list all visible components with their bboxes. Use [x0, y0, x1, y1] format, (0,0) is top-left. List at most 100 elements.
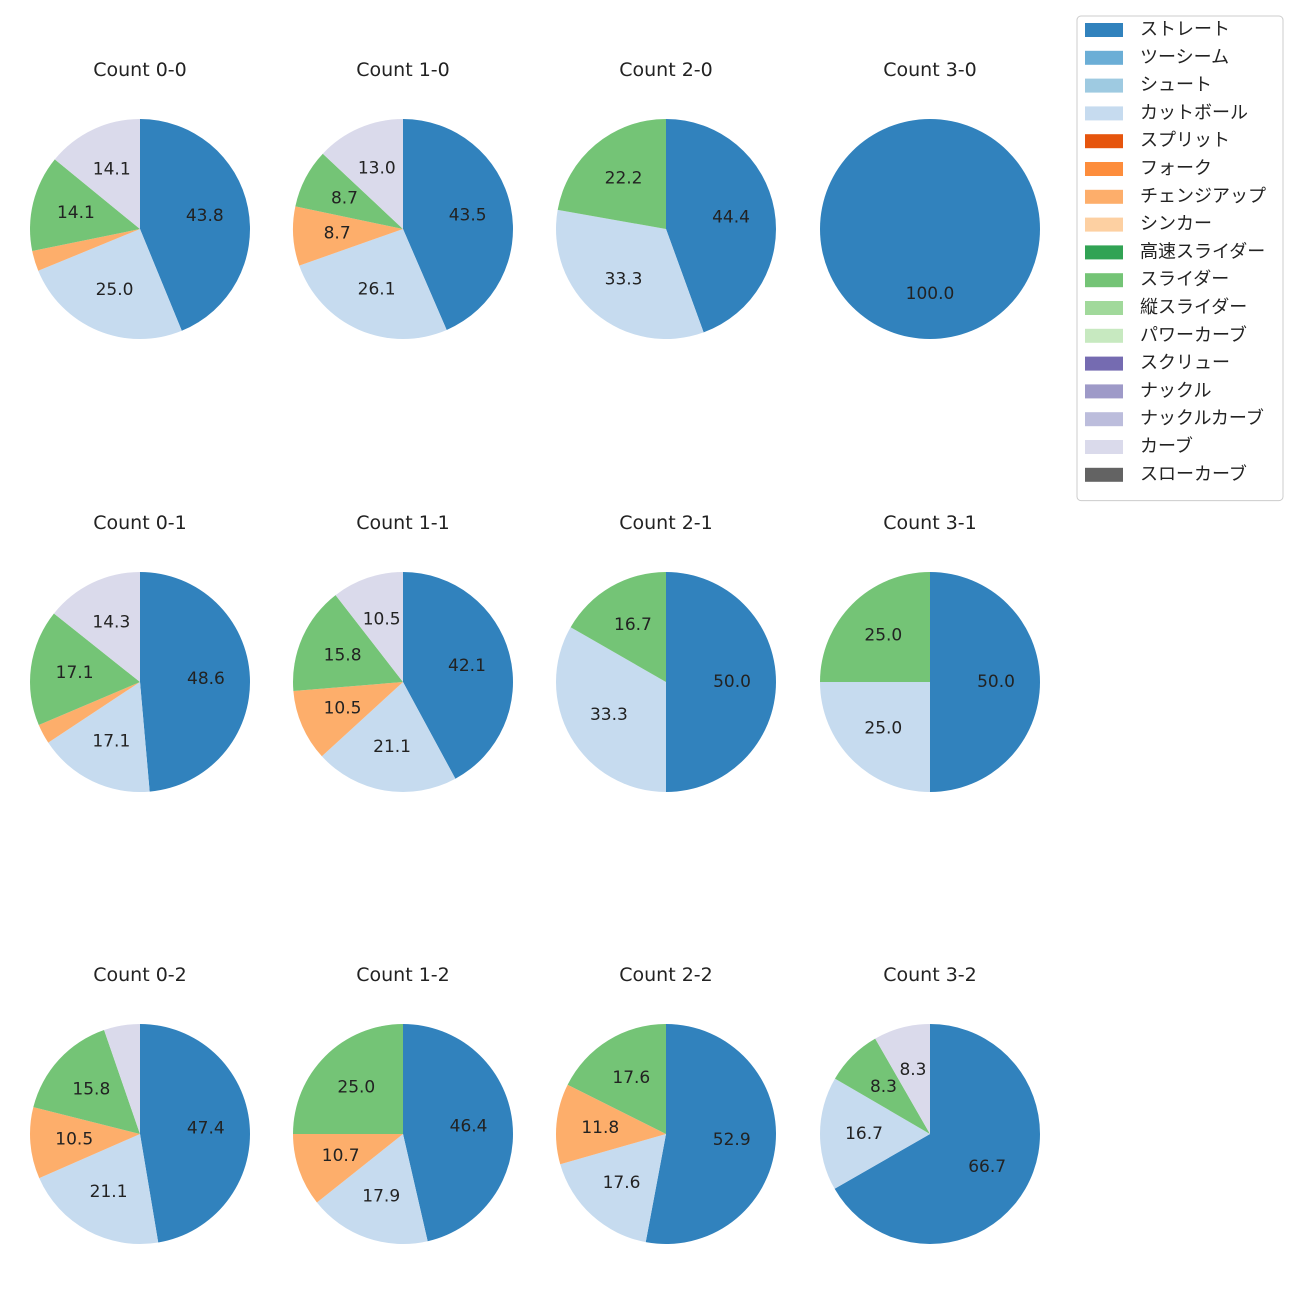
slice-label: 50.0: [977, 672, 1015, 692]
pie-title: Count 2-0: [619, 59, 713, 81]
legend-swatch: [1085, 412, 1123, 427]
pie-slice: [299, 229, 447, 339]
pie-slice: [53, 572, 140, 682]
pie-slice: [560, 1134, 666, 1243]
legend-item: 縦スライダー: [1085, 297, 1247, 318]
slice-label: 17.6: [612, 1068, 650, 1088]
pie-slice: [293, 1024, 403, 1134]
legend-label: シンカー: [1140, 214, 1212, 235]
legend-label: ツーシーム: [1140, 47, 1229, 68]
pie-title: Count 0-1: [93, 512, 187, 534]
pie-title: Count 1-2: [356, 964, 450, 986]
legend-swatch: [1085, 23, 1123, 37]
slice-label: 15.8: [72, 1079, 110, 1099]
pie-slice: [557, 119, 666, 229]
pie-slice: [834, 1038, 930, 1134]
slice-label: 11.8: [581, 1118, 619, 1138]
legend-label: カーブ: [1140, 435, 1193, 457]
pie-slice: [29, 613, 140, 726]
legend-item: スライダー: [1085, 269, 1229, 290]
slice-label: 8.7: [324, 223, 351, 243]
legend-label: ナックル: [1140, 380, 1211, 401]
pie-slice: [104, 1024, 140, 1134]
pie-slice: [556, 209, 704, 339]
legend-swatch: [1085, 78, 1123, 93]
legend-label: チェンジアップ: [1140, 186, 1266, 207]
slice-label: 10.5: [363, 610, 401, 630]
legend-item: フォーク: [1085, 158, 1212, 179]
slice-label: 15.8: [324, 645, 362, 665]
legend-swatch: [1085, 301, 1123, 315]
pie-title: Count 0-2: [93, 964, 187, 986]
legend-swatch: [1085, 134, 1123, 149]
pie-slice: [820, 1078, 930, 1189]
pie-slice: [140, 1024, 250, 1243]
pie-slice: [39, 1134, 159, 1244]
legend-label: シュート: [1140, 75, 1212, 96]
slice-label: 48.6: [187, 669, 225, 689]
legend-item: スプリット: [1085, 130, 1230, 151]
slice-label: 47.4: [187, 1119, 225, 1139]
pie-slice: [322, 119, 403, 229]
pie-title: Count 3-0: [883, 59, 977, 81]
pie-slice: [293, 682, 403, 757]
slice-label: 8.3: [899, 1060, 926, 1080]
slice-label: 10.5: [324, 698, 362, 718]
slice-label: 14.3: [92, 613, 130, 633]
pie-slice: [321, 682, 456, 792]
slice-label: 21.1: [373, 737, 411, 757]
pie-slice: [38, 229, 182, 339]
pie-count-1-0: Count 1-043.526.18.78.713.0: [293, 59, 514, 339]
pie-slice: [567, 1024, 666, 1134]
pie-count-2-1: Count 2-1 50.0 33.3 16.7: [555, 512, 776, 792]
pie-slice: [335, 572, 403, 682]
pie-slice: [38, 682, 140, 743]
slice-label: 52.9: [713, 1130, 751, 1150]
pies-layer: Count 0-0 43.8 25.0 14.1 14.1 Count 1-0 43.5 26…: [29, 59, 1040, 1245]
legend-swatch: [1085, 50, 1123, 65]
pie-count-2-2: Count 2-2 52.9 17.6 11.8 17.6: [556, 964, 777, 1244]
pie-count-0-0: Count 0-0 43.8 25.0 14.1 14.1: [29, 59, 250, 339]
legend-item: ストレート: [1085, 19, 1230, 40]
legend-item: スローカーブ: [1085, 463, 1247, 485]
pie-slice: [316, 1134, 428, 1244]
slice-label: 46.4: [450, 1117, 488, 1137]
legend-swatch: [1085, 189, 1123, 204]
legend-label: フォーク: [1140, 158, 1212, 179]
legend-label: スライダー: [1140, 269, 1229, 290]
legend-swatch: [1085, 162, 1123, 176]
pie-slice: [48, 682, 150, 792]
slice-label: 44.4: [712, 208, 750, 228]
pie-slice: [293, 595, 403, 691]
slice-label: 21.1: [90, 1182, 128, 1202]
pie-slice: [666, 119, 776, 333]
legend-label: スクリュー: [1140, 353, 1230, 374]
legend-item: シュート: [1085, 75, 1212, 96]
pie-slice: [930, 572, 1040, 792]
slice-label: 14.1: [93, 159, 131, 179]
slice-label: 22.2: [605, 168, 643, 188]
slice-label: 33.3: [590, 705, 628, 725]
legend-label: パワーカーブ: [1140, 324, 1247, 346]
slice-label: 8.7: [331, 188, 358, 208]
legend-swatch: [1085, 273, 1123, 288]
legend-item: ナックル: [1085, 380, 1211, 401]
legend-label: 縦スライダー: [1140, 297, 1247, 318]
pie-count-0-1: Count 0-1 48.6 17.1 17.1 14.3: [29, 512, 251, 792]
pie-slice: [666, 572, 776, 792]
pie-title: Count 3-1: [883, 512, 977, 534]
pie-count-3-2: Count 3-2 66.7 16.7 8.38.3: [820, 964, 1040, 1245]
slice-label: 100.0: [906, 284, 955, 304]
pie-slice: [820, 119, 1040, 339]
slice-label: 13.0: [358, 158, 396, 178]
pie-count-1-1: Count 1-142.121.110.515.810.5: [293, 512, 513, 792]
slice-label: 10.7: [322, 1146, 360, 1166]
slice-label: 17.1: [92, 731, 130, 751]
pie-title: Count 1-0: [356, 59, 450, 81]
legend-item: カットボール: [1085, 102, 1248, 123]
slice-label: 42.1: [448, 656, 486, 676]
slice-label: 16.7: [845, 1124, 883, 1144]
legend-label: 高速スライダー: [1140, 241, 1265, 262]
slice-label: 25.0: [96, 280, 134, 300]
